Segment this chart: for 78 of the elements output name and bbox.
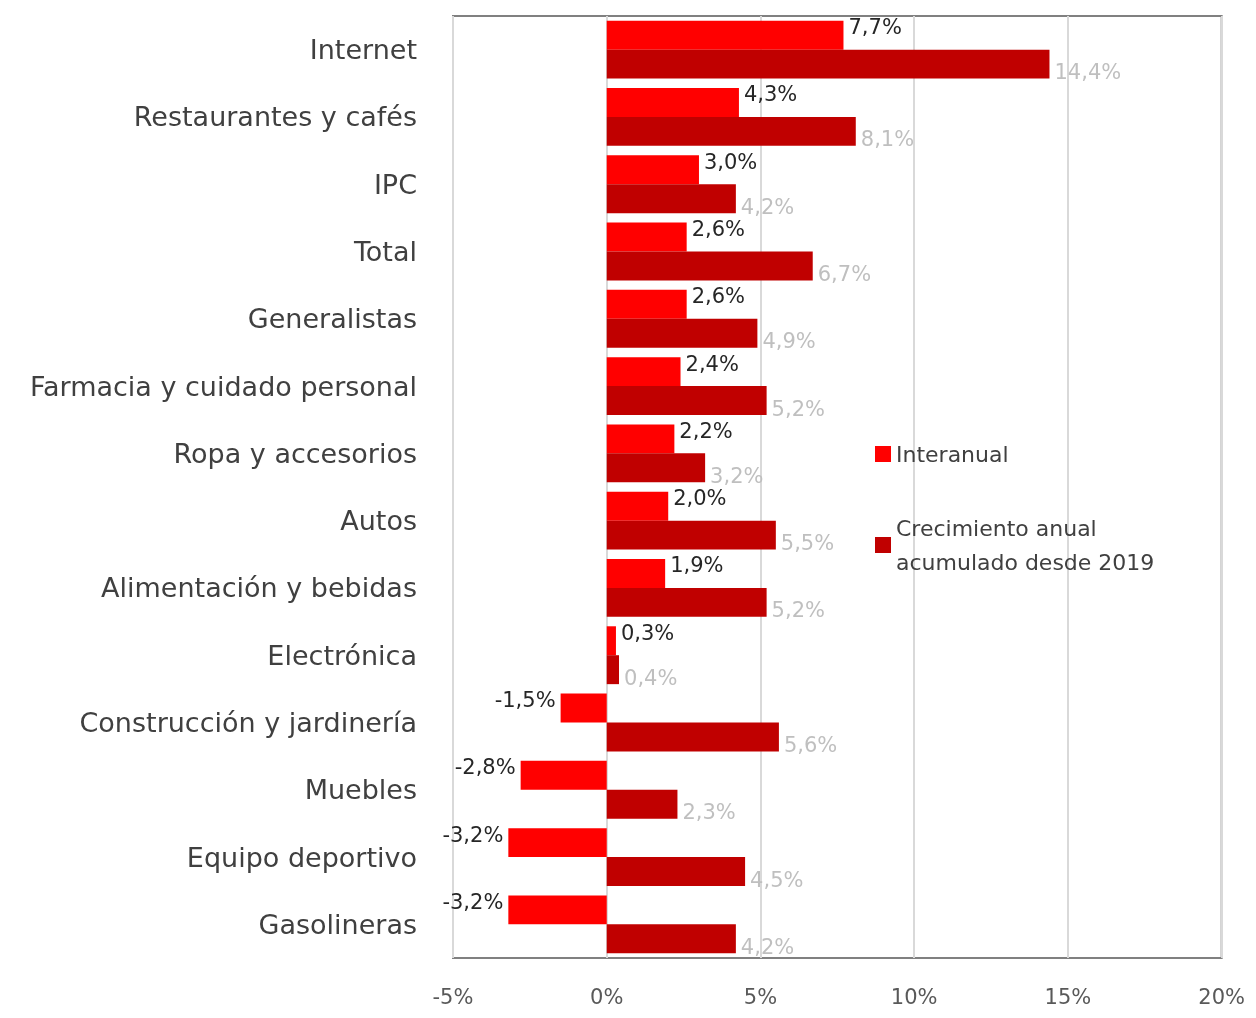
bar (606, 318, 758, 348)
bar (606, 587, 767, 617)
bar (606, 222, 687, 252)
data-label: 4,2% (740, 194, 795, 219)
y-tick-label: Ropa y accesorios (173, 437, 417, 469)
bar (606, 357, 681, 387)
data-label: 6,7% (817, 261, 872, 286)
data-label: 4,5% (750, 867, 804, 892)
data-label: 5,2% (771, 598, 825, 623)
bar (606, 155, 699, 185)
y-tick-label: Construcción y jardinería (79, 707, 417, 738)
bar (606, 424, 675, 454)
y-tick-label: Total (352, 236, 417, 267)
bar (606, 789, 678, 819)
y-tick-label: Restaurantes y cafés (133, 101, 417, 133)
data-label: 3,2% (710, 463, 764, 488)
data-label: 2,6% (691, 284, 746, 309)
data-label: 5,2% (771, 396, 825, 421)
bar (606, 924, 736, 954)
y-tick-label: Muebles (304, 774, 417, 806)
bar (606, 722, 779, 752)
y-tick-label: Alimentación y bebidas (101, 572, 417, 604)
data-label: -3,2% (442, 822, 504, 847)
bar (606, 491, 669, 521)
bar (606, 184, 736, 214)
data-label: 2,3% (682, 800, 736, 825)
data-label: 1,9% (670, 553, 724, 578)
data-label: 14,4% (1054, 60, 1122, 85)
data-label: -2,8% (454, 755, 516, 780)
y-tick-label: Equipo deportivo (186, 841, 417, 873)
y-tick-label: Generalistas (247, 303, 417, 335)
data-label: 2,0% (673, 486, 727, 511)
legend-label: Crecimiento anual acumulado desde 2019 (896, 515, 1155, 575)
data-label: 0,3% (620, 620, 675, 645)
y-tick-label: Gasolineras (258, 908, 417, 940)
data-label: 4,2% (740, 934, 795, 959)
data-label: 3,0% (703, 149, 758, 174)
data-label: 4,3% (743, 82, 798, 107)
bar (606, 559, 666, 588)
y-tick-label: Internet (309, 34, 417, 66)
data-label: 2,6% (691, 217, 746, 242)
x-tick-label: 0% (590, 984, 624, 1009)
bar (606, 251, 813, 281)
y-tick-label: Electrónica (267, 639, 417, 671)
x-tick-label: -5% (432, 984, 474, 1009)
data-label: 5,6% (783, 732, 838, 757)
data-label: 5,5% (780, 531, 835, 556)
legend-label: Interanual (896, 441, 1009, 467)
bar (606, 289, 687, 319)
bar (606, 520, 776, 550)
bar (606, 20, 844, 50)
data-label: 2,2% (679, 418, 733, 443)
bar (508, 828, 607, 858)
bar (606, 88, 739, 117)
data-label: -3,2% (442, 889, 504, 914)
data-label: 4,9% (762, 329, 816, 354)
bar (606, 857, 746, 886)
y-tick-label: Farmacia y cuidado personal (29, 370, 417, 402)
bar (606, 116, 856, 146)
data-label: 7,7% (848, 15, 902, 40)
bar (508, 895, 607, 925)
bar (606, 453, 706, 483)
bar (606, 49, 1050, 79)
data-label: 8,1% (860, 127, 915, 152)
y-tick-label: IPC (373, 168, 417, 200)
bar (606, 626, 616, 656)
bar (520, 760, 607, 790)
bar (606, 655, 620, 685)
x-tick-label: 15% (1044, 984, 1092, 1009)
data-label: 0,4% (624, 665, 678, 690)
x-tick-label: 20% (1198, 984, 1246, 1009)
data-label: -1,5% (494, 688, 556, 713)
x-tick-label: 5% (743, 984, 778, 1009)
bar (606, 386, 767, 415)
bar (560, 693, 607, 723)
x-tick-label: 10% (890, 984, 938, 1009)
y-tick-label: Autos (340, 505, 417, 537)
data-label: 2,4% (685, 351, 739, 376)
